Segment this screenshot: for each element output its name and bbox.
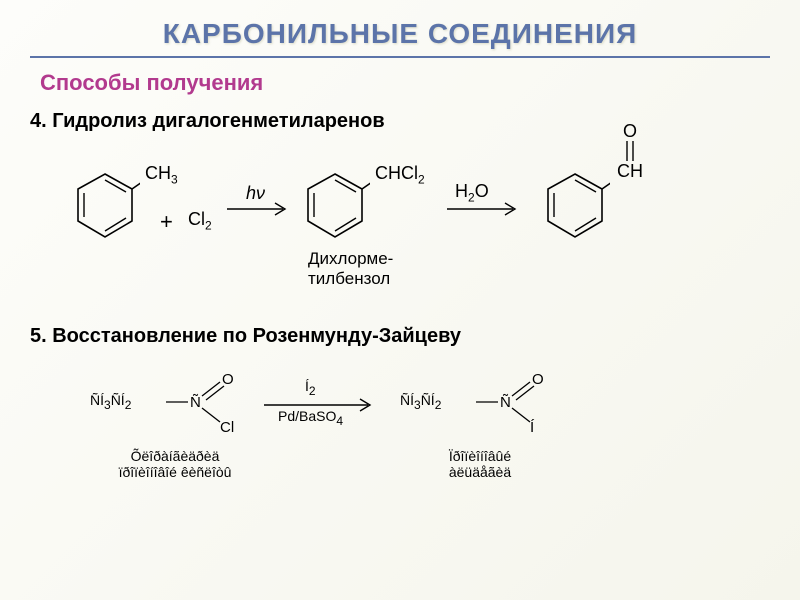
h2o-label: H2O xyxy=(455,181,489,205)
section-4-heading: 4. Гидролиз дигалогенметиларенов xyxy=(30,110,800,133)
svg-text:Í: Í xyxy=(530,419,535,436)
reaction-4-diagram: CH3 + Cl2 hν CHCl2 H2O CH xyxy=(0,139,800,299)
cl2-label: Cl2 xyxy=(188,209,212,233)
benzene-icon xyxy=(70,169,140,249)
svg-text:Cl: Cl xyxy=(220,419,234,436)
svg-text:O: O xyxy=(532,372,544,388)
plus-sign: + xyxy=(160,209,173,235)
aldehyde-icon: Ñ O Í xyxy=(470,372,550,442)
ch3-label: CH3 xyxy=(145,163,178,187)
catalyst-label: Pd/BaSO4 xyxy=(278,408,343,428)
page-title: КАРБОНИЛЬНЫЕ СОЕДИНЕНИЯ xyxy=(0,0,800,50)
svg-text:Ñ: Ñ xyxy=(500,394,511,411)
section-5-heading: 5. Восстановление по Розенмунду-Зайцеву xyxy=(30,325,800,348)
h2-label: Í2 xyxy=(305,378,316,398)
benzene-icon xyxy=(300,169,370,249)
subtitle: Способы получения xyxy=(40,70,800,96)
left-chain-label: ÑÍ3ÑÍ2 xyxy=(90,392,131,412)
svg-text:Ñ: Ñ xyxy=(190,394,201,411)
right-caption: Ïðîïèîíîâûé àëüäåãèä xyxy=(410,448,550,480)
chcl2-label: CHCl2 xyxy=(375,163,425,187)
svg-text:O: O xyxy=(222,372,234,388)
dichloromethylbenzene-caption: Дихлорме- тилбензол xyxy=(308,249,393,289)
right-chain-label: ÑÍ3ÑÍ2 xyxy=(400,392,441,412)
hv-label: hν xyxy=(246,183,265,204)
acyl-chloride-icon: Ñ O Cl xyxy=(160,372,240,442)
left-caption: Õëîðàíãèäðèä ïðîïèîíîâîé êèñëîòû xyxy=(95,448,255,480)
benzene-icon xyxy=(540,169,610,249)
reaction-5-diagram: ÑÍ3ÑÍ2 Ñ O Cl Í2 Pd/BaSO4 ÑÍ3ÑÍ2 Ñ O Í Õ… xyxy=(0,352,800,512)
o-label: O xyxy=(623,121,637,142)
title-underline xyxy=(30,56,770,58)
